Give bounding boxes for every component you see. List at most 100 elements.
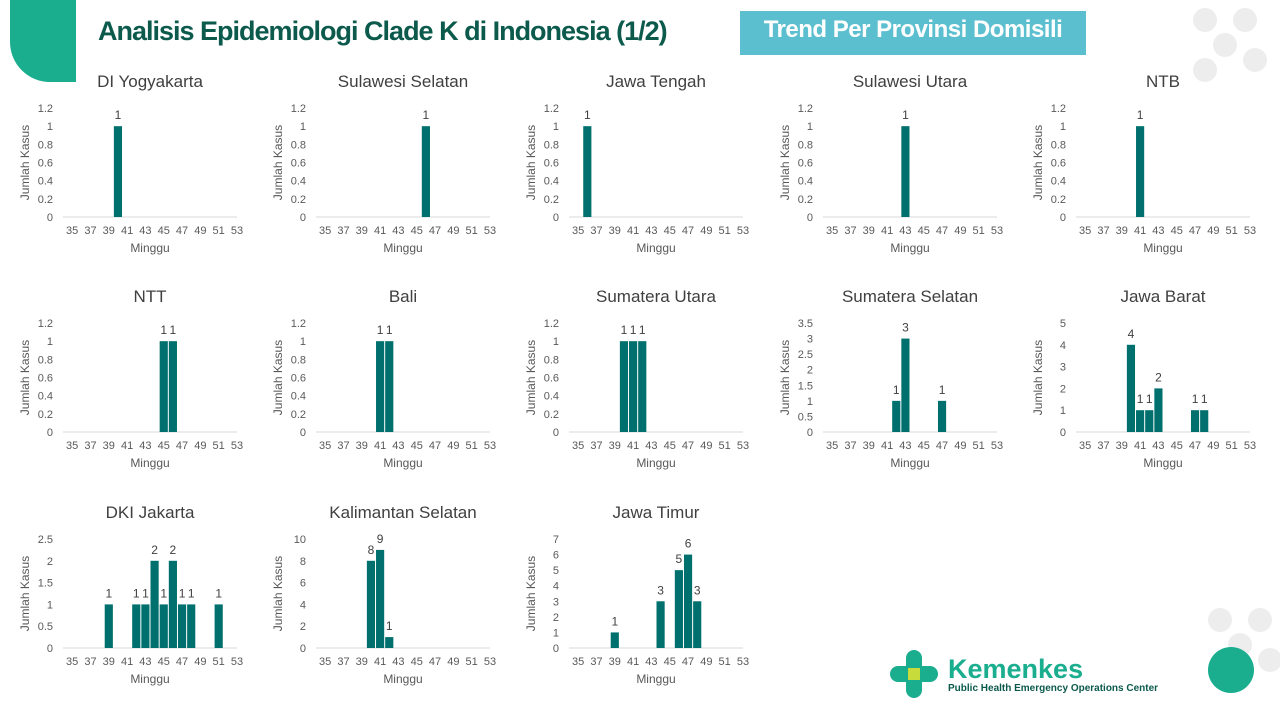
data-label: 1 <box>160 586 167 600</box>
y-tick-label: 6 <box>553 550 559 562</box>
x-tick-label: 45 <box>1171 440 1183 452</box>
y-tick-label: 0.8 <box>544 139 559 151</box>
bar <box>892 400 901 432</box>
y-tick-label: 0.8 <box>291 139 306 151</box>
x-tick-label: 53 <box>1244 440 1256 452</box>
data-label: 1 <box>179 586 186 600</box>
bar <box>376 549 385 648</box>
bar <box>113 126 123 217</box>
x-tick-label: 39 <box>609 656 621 668</box>
chart-title: Jawa Barat <box>1120 287 1205 306</box>
x-axis-title: Minggu <box>1143 241 1182 255</box>
y-axis-title: Jumlah Kasus <box>1031 340 1045 415</box>
y-tick-label: 8 <box>300 556 306 568</box>
bar <box>901 126 910 217</box>
x-tick-label: 39 <box>609 440 621 452</box>
bar <box>1145 410 1154 432</box>
y-tick-label: 3.5 <box>798 318 813 330</box>
bar <box>104 604 113 648</box>
x-tick-label: 45 <box>664 440 676 452</box>
x-tick-label: 37 <box>337 225 349 237</box>
chart-bali: Bali 0 0.2 0.4 0.6 0.8 1 1.2 35 37 39 41 43 45 47 49 51 5… <box>271 287 496 470</box>
chart-di-yogyakarta: DI Yogyakarta 0 0.2 0.4 0.6 0.8 1 1.2 35 37 39 41 43… <box>18 72 243 255</box>
x-tick-label: 43 <box>645 225 657 237</box>
data-label: 1 <box>639 323 646 337</box>
x-tick-label: 47 <box>682 225 694 237</box>
y-tick-label: 0.5 <box>798 411 813 423</box>
x-tick-label: 49 <box>194 656 206 668</box>
y-tick-label: 0.4 <box>291 391 306 403</box>
x-tick-label: 39 <box>863 225 875 237</box>
bar <box>421 126 430 217</box>
x-tick-label: 47 <box>1189 225 1201 237</box>
y-tick-label: 1 <box>807 121 813 133</box>
x-tick-label: 39 <box>103 656 115 668</box>
data-label: 1 <box>1201 392 1208 406</box>
x-tick-label: 41 <box>627 656 639 668</box>
x-tick-label: 53 <box>484 440 496 452</box>
y-tick-label: 1.2 <box>544 318 559 330</box>
section-badge: Trend Per Provinsi Domisili <box>740 11 1086 55</box>
y-axis-title: Jumlah Kasus <box>18 556 32 631</box>
y-tick-label: 0.6 <box>1051 158 1066 170</box>
x-tick-label: 35 <box>66 225 78 237</box>
data-label: 1 <box>115 108 122 122</box>
data-label: 4 <box>1128 327 1135 341</box>
x-tick-label: 43 <box>139 656 151 668</box>
x-tick-label: 37 <box>337 656 349 668</box>
data-label: 1 <box>142 586 149 600</box>
x-tick-label: 35 <box>572 656 584 668</box>
bar <box>937 400 947 432</box>
y-tick-label: 0.2 <box>38 194 53 206</box>
x-axis-title: Minggu <box>890 241 929 255</box>
x-tick-label: 53 <box>991 440 1003 452</box>
y-tick-label: 0.4 <box>798 176 813 188</box>
bar <box>366 560 376 648</box>
y-tick-label: 10 <box>294 534 306 546</box>
data-label: 1 <box>584 108 591 122</box>
data-label: 1 <box>1192 392 1199 406</box>
y-tick-label: 1.2 <box>38 318 53 330</box>
data-label: 1 <box>1137 108 1144 122</box>
x-tick-label: 49 <box>194 225 206 237</box>
x-tick-label: 39 <box>356 225 368 237</box>
chart-ntb: NTB 0 0.2 0.4 0.6 0.8 1 1.2 35 37 39 41 43 45 47 49 51 53… <box>1031 72 1256 255</box>
bar <box>159 341 168 432</box>
x-tick-label: 45 <box>664 225 676 237</box>
x-tick-label: 37 <box>337 440 349 452</box>
data-label: 3 <box>657 583 664 597</box>
chart-title: Bali <box>389 287 417 306</box>
y-tick-label: 0.8 <box>1051 139 1066 151</box>
data-label: 2 <box>151 543 158 557</box>
x-tick-label: 49 <box>700 440 712 452</box>
data-label: 1 <box>386 323 393 337</box>
data-label: 1 <box>611 614 618 628</box>
x-tick-label: 53 <box>484 656 496 668</box>
x-tick-label: 49 <box>954 225 966 237</box>
bar <box>610 632 619 648</box>
x-tick-label: 39 <box>609 225 621 237</box>
x-tick-label: 51 <box>466 440 478 452</box>
y-tick-label: 4 <box>300 599 306 611</box>
y-tick-label: 1.2 <box>291 318 306 330</box>
data-label: 8 <box>368 543 375 557</box>
x-axis-title: Minggu <box>383 241 422 255</box>
x-tick-label: 49 <box>447 656 459 668</box>
chart-title: DI Yogyakarta <box>97 72 203 91</box>
x-tick-label: 37 <box>84 440 96 452</box>
data-label: 1 <box>386 619 393 633</box>
x-tick-label: 43 <box>392 225 404 237</box>
y-axis-title: Jumlah Kasus <box>524 125 538 200</box>
data-label: 1 <box>1146 392 1153 406</box>
bar <box>683 554 693 648</box>
y-tick-label: 1 <box>300 336 306 348</box>
x-tick-label: 35 <box>826 440 838 452</box>
y-tick-label: 2 <box>807 365 813 377</box>
y-tick-label: 0.8 <box>291 354 306 366</box>
y-tick-label: 0 <box>807 427 813 439</box>
y-tick-label: 1 <box>300 121 306 133</box>
y-axis-title: Jumlah Kasus <box>524 340 538 415</box>
y-tick-label: 4 <box>1060 340 1066 352</box>
x-tick-label: 45 <box>664 656 676 668</box>
y-tick-label: 0.2 <box>544 409 559 421</box>
